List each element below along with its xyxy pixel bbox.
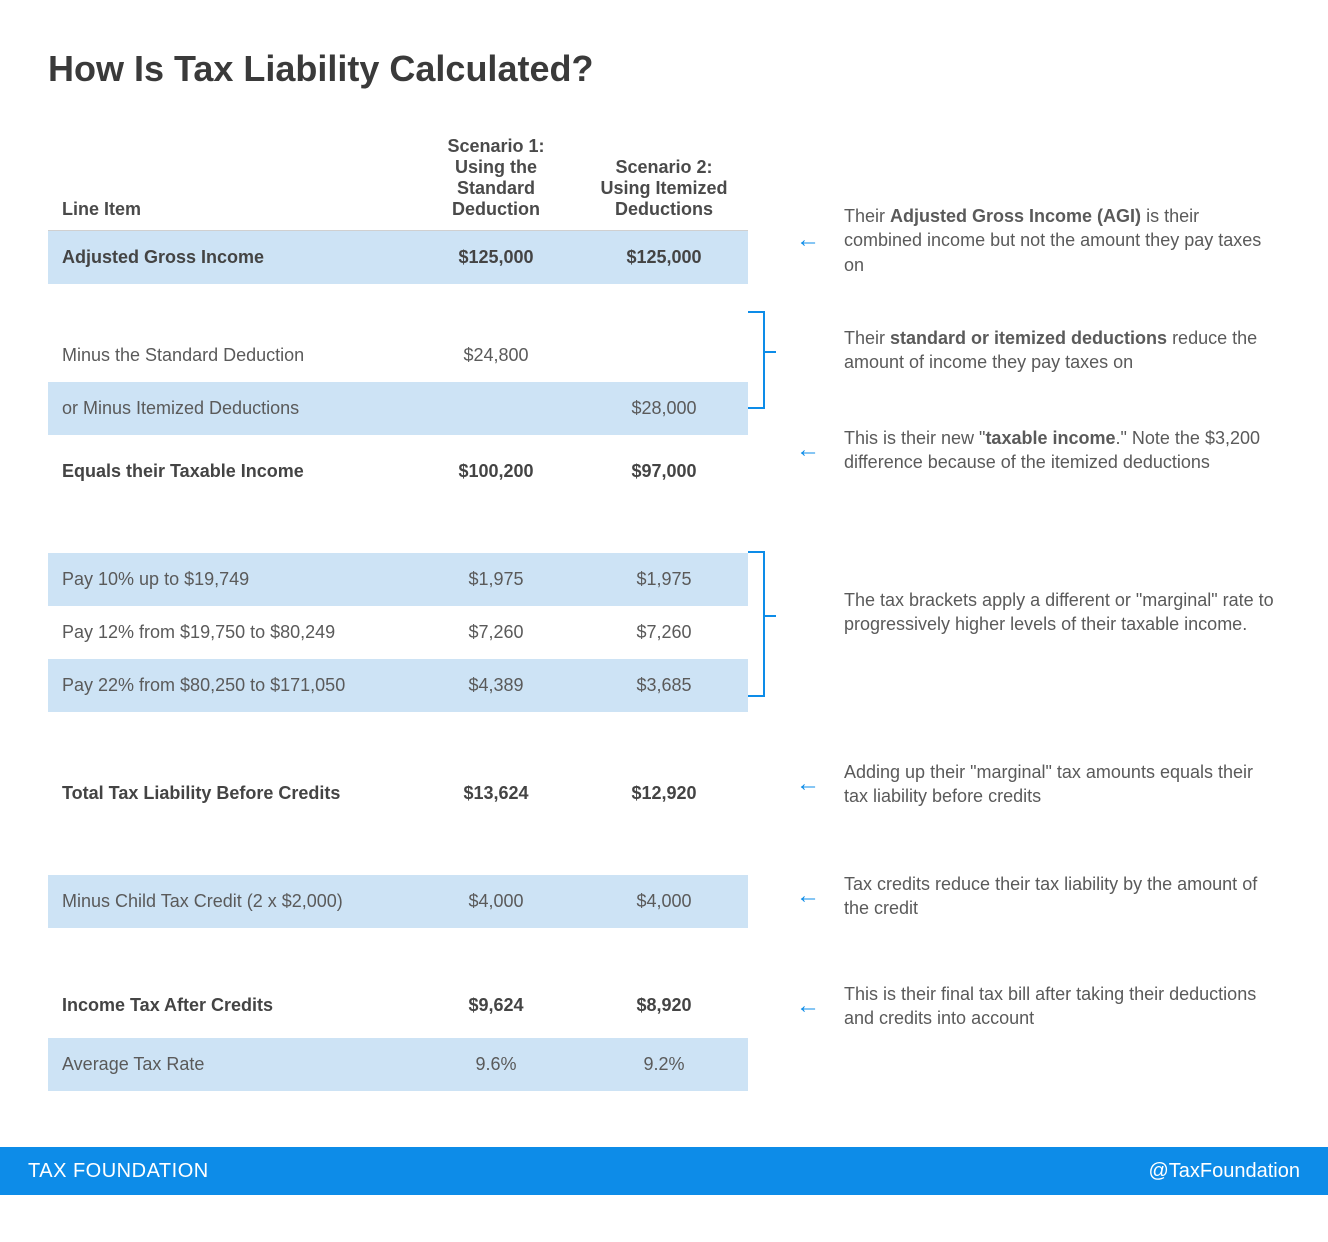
cell-s1: 9.6% (412, 1038, 580, 1091)
cell-label: Pay 10% up to $19,749 (48, 553, 412, 606)
cell-s2: $8,920 (580, 973, 748, 1038)
row-gap (48, 928, 748, 973)
col-header-scenario2: Scenario 2: Using Itemized Deductions (580, 126, 748, 231)
cell-s1: $4,389 (412, 659, 580, 712)
row-gap (48, 508, 748, 553)
cell-label: or Minus Itemized Deductions (48, 382, 412, 435)
bracket-icon (748, 304, 778, 416)
arrow-left-icon: ← (796, 224, 830, 256)
annotation-after: ← This is their final tax bill after tak… (796, 982, 1280, 1031)
cell-s2: $28,000 (580, 382, 748, 435)
cell-label: Pay 12% from $19,750 to $80,249 (48, 606, 412, 659)
row-average-rate: Average Tax Rate 9.6% 9.2% (48, 1038, 748, 1091)
annotation-text: Their Adjusted Gross Income (AGI) is the… (844, 204, 1280, 277)
footer-bar: TAX FOUNDATION @TaxFoundation (0, 1147, 1328, 1195)
bracket-icon (748, 544, 778, 704)
tax-table: Line Item Scenario 1: Using the Standard… (48, 126, 748, 1091)
cell-label: Total Tax Liability Before Credits (48, 757, 412, 830)
cell-s1: $1,975 (412, 553, 580, 606)
row-child-tax-credit: Minus Child Tax Credit (2 x $2,000) $4,0… (48, 875, 748, 928)
annotation-agi: ← Their Adjusted Gross Income (AGI) is t… (796, 204, 1280, 277)
cell-s2 (580, 329, 748, 382)
cell-s1: $7,260 (412, 606, 580, 659)
annotation-taxable: ← This is their new "taxable income." No… (796, 426, 1280, 475)
annotation-brackets: ← The tax brackets apply a different or … (796, 588, 1280, 637)
cell-s2: $4,000 (580, 875, 748, 928)
cell-label: Equals their Taxable Income (48, 435, 412, 508)
annotation-text: Tax credits reduce their tax liability b… (844, 872, 1280, 921)
annotation-text: The tax brackets apply a different or "m… (844, 588, 1280, 637)
annotation-ctc: ← Tax credits reduce their tax liability… (796, 872, 1280, 921)
row-gap (48, 284, 748, 329)
row-bracket-22: Pay 22% from $80,250 to $171,050 $4,389 … (48, 659, 748, 712)
cell-s2: $125,000 (580, 231, 748, 285)
cell-s1 (412, 382, 580, 435)
cell-label: Adjusted Gross Income (48, 231, 412, 285)
cell-s1: $13,624 (412, 757, 580, 830)
col-header-scenario1: Scenario 1: Using the Standard Deduction (412, 126, 580, 231)
cell-s2: $3,685 (580, 659, 748, 712)
arrow-left-icon: ← (796, 880, 830, 912)
row-bracket-12: Pay 12% from $19,750 to $80,249 $7,260 $… (48, 606, 748, 659)
row-gap (48, 712, 748, 757)
cell-s1: $4,000 (412, 875, 580, 928)
cell-s1: $9,624 (412, 973, 580, 1038)
cell-label: Income Tax After Credits (48, 973, 412, 1038)
cell-s2: $7,260 (580, 606, 748, 659)
cell-s2: $97,000 (580, 435, 748, 508)
row-standard-deduction: Minus the Standard Deduction $24,800 (48, 329, 748, 382)
annotation-text: Their standard or itemized deductions re… (844, 326, 1280, 375)
footer-brand: TAX FOUNDATION (28, 1160, 209, 1183)
arrow-left-icon: ← (796, 990, 830, 1022)
annotation-text: This is their final tax bill after takin… (844, 982, 1280, 1031)
annotation-total-before: ← Adding up their "marginal" tax amounts… (796, 760, 1280, 809)
col-header-item: Line Item (48, 126, 412, 231)
row-bracket-10: Pay 10% up to $19,749 $1,975 $1,975 (48, 553, 748, 606)
row-total-before-credits: Total Tax Liability Before Credits $13,6… (48, 757, 748, 830)
cell-label: Minus Child Tax Credit (2 x $2,000) (48, 875, 412, 928)
cell-label: Average Tax Rate (48, 1038, 412, 1091)
cell-s1: $100,200 (412, 435, 580, 508)
annotation-text: Adding up their "marginal" tax amounts e… (844, 760, 1280, 809)
row-taxable-income: Equals their Taxable Income $100,200 $97… (48, 435, 748, 508)
cell-s2: $12,920 (580, 757, 748, 830)
annotation-deductions: ← Their standard or itemized deductions … (796, 326, 1280, 375)
row-after-credits: Income Tax After Credits $9,624 $8,920 (48, 973, 748, 1038)
annotation-text: This is their new "taxable income." Note… (844, 426, 1280, 475)
page-title: How Is Tax Liability Calculated? (48, 48, 1280, 90)
cell-label: Minus the Standard Deduction (48, 329, 412, 382)
cell-s2: $1,975 (580, 553, 748, 606)
cell-s1: $24,800 (412, 329, 580, 382)
row-agi: Adjusted Gross Income $125,000 $125,000 (48, 231, 748, 285)
arrow-left-icon: ← (796, 434, 830, 466)
arrow-left-icon: ← (796, 768, 830, 800)
cell-s1: $125,000 (412, 231, 580, 285)
footer-handle: @TaxFoundation (1148, 1160, 1300, 1183)
row-itemized-deduction: or Minus Itemized Deductions $28,000 (48, 382, 748, 435)
row-gap (48, 830, 748, 875)
cell-s2: 9.2% (580, 1038, 748, 1091)
cell-label: Pay 22% from $80,250 to $171,050 (48, 659, 412, 712)
